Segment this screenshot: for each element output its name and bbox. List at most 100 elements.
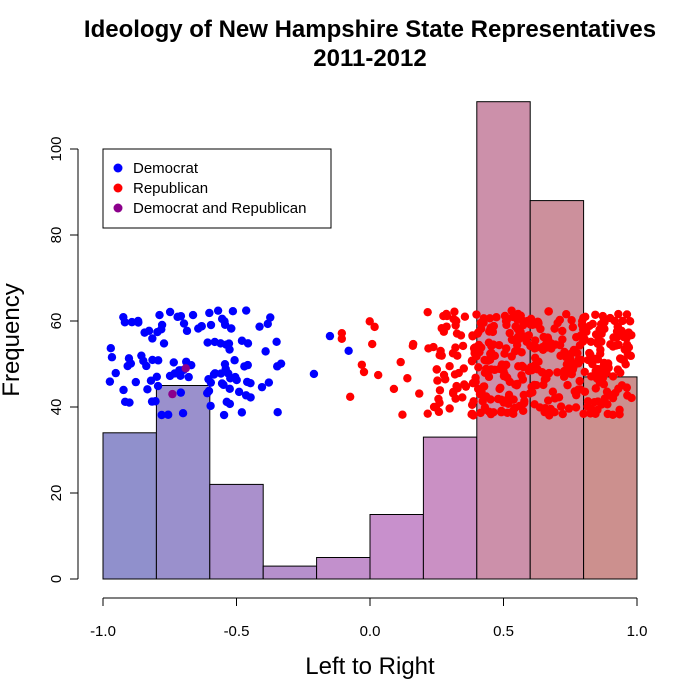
scatter-point-democrat <box>225 384 234 394</box>
legend-label-democrat-and-republican: Democrat and Republican <box>133 200 306 217</box>
scatter-point-republican <box>622 383 632 392</box>
scatter-point-democrat <box>266 313 275 322</box>
scatter-point-democrat <box>178 408 188 418</box>
scatter-point-republican <box>449 387 458 397</box>
scatter-point-republican <box>563 380 572 390</box>
scatter-point-democrat-and-republican <box>181 364 190 373</box>
scatter-point-republican <box>503 373 512 382</box>
scatter-point-republican <box>518 362 528 372</box>
scatter-point-republican <box>458 393 467 402</box>
y-axis-title: Frequency <box>0 283 25 396</box>
scatter-point-republican <box>439 370 449 380</box>
scatter-point-democrat <box>165 371 175 381</box>
scatter-point-republican <box>458 341 468 351</box>
scatter-point-republican <box>442 311 452 321</box>
scatter-point-republican <box>454 368 463 378</box>
scatter-point-republican <box>524 331 534 340</box>
scatter-point-democrat <box>194 324 203 333</box>
scatter-point-republican <box>436 346 445 356</box>
scatter-point-republican <box>476 324 486 333</box>
legend-label-democrat: Democrat <box>133 160 199 177</box>
scatter-point-republican <box>481 405 490 414</box>
scatter-point-republican <box>614 309 623 319</box>
scatter-point-democrat <box>216 339 225 348</box>
scatter-point-democrat <box>220 317 229 326</box>
scatter-point-democrat <box>159 339 169 348</box>
scatter-point-republican <box>532 380 541 390</box>
scatter-point-republican <box>445 362 454 371</box>
scatter-point-republican <box>571 347 580 357</box>
scatter-point-republican <box>581 312 590 322</box>
scatter-point-democrat <box>137 351 146 360</box>
scatter-point-republican <box>482 364 491 374</box>
scatter-point-republican <box>500 349 509 358</box>
scatter-point-democrat <box>228 307 238 316</box>
scatter-point-republican <box>599 380 609 389</box>
scatter-point-republican <box>591 384 600 393</box>
scatter-point-democrat <box>176 388 186 397</box>
scatter-point-democrat <box>225 345 234 354</box>
x-tick-label: 0.5 <box>493 623 514 640</box>
scatter-point-republican <box>396 357 405 367</box>
scatter-point-republican <box>485 314 495 323</box>
scatter-point-democrat <box>257 382 267 392</box>
legend-marker-republican <box>113 183 123 193</box>
scatter-point-democrat <box>148 334 157 343</box>
scatter-point-republican <box>526 314 536 324</box>
scatter-point-democrat <box>242 377 252 387</box>
scatter-point-republican <box>562 310 571 319</box>
scatter-point-republican <box>460 380 469 389</box>
scatter-point-democrat <box>219 380 228 390</box>
scatter-point-republican <box>512 345 522 354</box>
scatter-point-democrat <box>107 353 117 362</box>
y-tick-label: 20 <box>48 485 65 502</box>
scatter-point-republican <box>553 368 562 377</box>
scatter-point-republican <box>578 332 587 341</box>
scatter-point-republican <box>437 324 446 333</box>
scatter-point-republican <box>530 360 540 370</box>
scatter-point-democrat <box>169 358 178 367</box>
scatter-point-republican <box>507 306 516 315</box>
scatter-point-republican <box>574 385 583 394</box>
scatter-point-republican <box>532 343 541 352</box>
scatter-point-republican <box>497 360 507 369</box>
scatter-point-democrat <box>264 378 274 387</box>
scatter-point-democrat <box>184 372 193 382</box>
scatter-point-republican <box>585 348 594 358</box>
scatter-point-republican <box>452 316 461 326</box>
scatter-point-republican <box>496 383 505 393</box>
scatter-point-republican <box>505 328 514 338</box>
scatter-point-democrat <box>325 331 335 341</box>
scatter-point-democrat <box>143 385 152 394</box>
scatter-point-republican <box>472 310 481 319</box>
scatter-point-democrat <box>206 320 216 330</box>
scatter-point-republican <box>518 406 528 416</box>
scatter-point-democrat <box>173 312 182 322</box>
x-tick-label: -1.0 <box>90 623 116 640</box>
scatter-point-republican <box>515 328 524 337</box>
scatter-point-republican <box>468 378 478 388</box>
scatter-point-democrat <box>153 381 163 391</box>
scatter-point-democrat <box>182 326 192 336</box>
scatter-point-democrat <box>261 347 270 356</box>
scatter-point-republican <box>456 331 466 340</box>
scatter-point-republican <box>460 312 470 321</box>
scatter-point-democrat <box>125 398 134 407</box>
scatter-point-democrat <box>210 369 220 378</box>
scatter-point-republican <box>509 409 518 419</box>
legend-marker-democrat-and-republican <box>113 203 123 213</box>
scatter-point-democrat <box>273 408 282 417</box>
scatter-point-republican <box>556 351 565 360</box>
scatter-point-democrat <box>126 359 136 368</box>
scatter-point-republican <box>626 351 636 361</box>
scatter-point-democrat <box>255 322 264 331</box>
scatter-point-republican <box>558 326 567 336</box>
x-tick-label: 0.0 <box>360 623 381 640</box>
scatter-point-democrat <box>222 397 231 407</box>
scatter-point-republican <box>625 317 635 326</box>
scatter-point-republican <box>613 322 623 331</box>
scatter-point-republican <box>337 334 347 343</box>
scatter-point-democrat <box>179 319 189 328</box>
scatter-point-republican <box>345 392 355 402</box>
scatter-point-republican <box>516 311 525 320</box>
